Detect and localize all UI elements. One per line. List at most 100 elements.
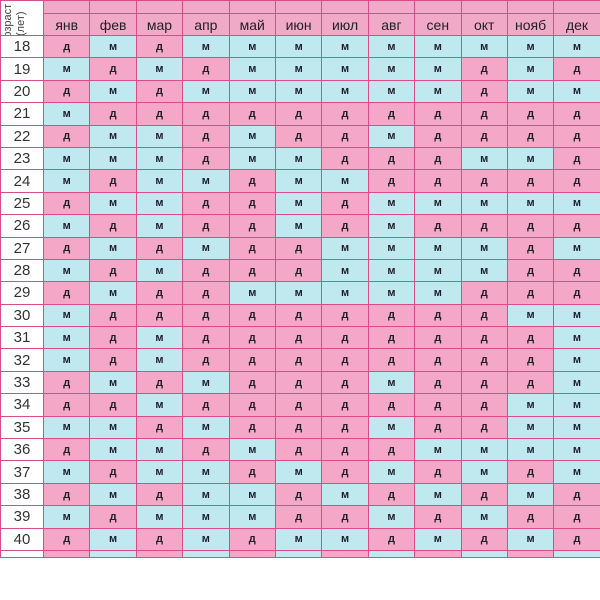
month-header: янв <box>42 13 91 36</box>
age-row: 36 д м м д м д д д м м м м <box>0 438 600 462</box>
gender-cell: м <box>42 57 91 81</box>
gender-cell: м <box>321 236 369 260</box>
gender-cell: м <box>228 146 276 171</box>
gender-cell: д <box>182 214 230 238</box>
gender-cell: д <box>414 393 462 417</box>
gender-cell: м <box>274 146 323 171</box>
gender-cell: д <box>460 326 508 350</box>
gender-cell: м <box>42 303 91 328</box>
gender-cell: д <box>321 124 369 148</box>
month-header: апр <box>182 13 230 36</box>
gender-cell: д <box>42 281 91 305</box>
gender-cell: м <box>182 79 230 104</box>
gender-cell: м <box>553 326 600 350</box>
gender-cell: м <box>135 348 184 372</box>
gender-cell: д <box>182 281 230 305</box>
age-cell: 39 <box>0 505 44 529</box>
gender-cell: м <box>135 460 184 484</box>
gender-cell: м <box>460 236 508 260</box>
gender-cell: д <box>321 460 369 484</box>
age-row: 34 д д м д д д д д д д м м <box>0 393 600 417</box>
gender-cell: д <box>506 460 555 484</box>
gender-cell: м <box>553 191 600 216</box>
gender-cell: м <box>135 124 184 148</box>
gender-cell: м <box>135 505 184 529</box>
gender-cell: м <box>274 527 323 551</box>
month-header: июл <box>321 13 369 36</box>
gender-cell: д <box>182 258 230 283</box>
gender-cell: д <box>321 438 369 462</box>
gender-cell: м <box>414 527 462 551</box>
gender-cell: м <box>89 482 137 507</box>
gender-cell: д <box>228 527 276 551</box>
gender-cell: д <box>553 281 600 305</box>
age-cell: 40 <box>0 527 44 551</box>
gender-cell: д <box>414 102 462 126</box>
age-cell: 25 <box>0 191 44 216</box>
gender-cell: д <box>414 460 462 484</box>
gender-cell: м <box>460 438 508 462</box>
age-row: 32 м д м д д д д д д д д м <box>0 348 600 372</box>
gender-cell: д <box>414 370 462 395</box>
gender-cell: д <box>414 348 462 372</box>
age-cell: 19 <box>0 57 44 81</box>
gender-cell: д <box>89 460 137 484</box>
gender-cell: м <box>274 57 323 81</box>
gender-cell: д <box>42 79 91 104</box>
gender-cell: д <box>182 393 230 417</box>
gender-cell: д <box>135 102 184 126</box>
gender-cell: д <box>367 348 416 372</box>
gender-cell: д <box>367 527 416 551</box>
gender-cell: м <box>182 482 230 507</box>
gender-cell: д <box>274 258 323 283</box>
gender-cell: д <box>135 370 184 395</box>
chart-table: Возраст (лет) янв фев мар апр май июн июл авг се… <box>0 0 600 558</box>
gender-cell: м <box>553 79 600 104</box>
gender-cell: м <box>135 438 184 462</box>
age-row: 22 д м м д м д д м д д д д <box>0 124 600 148</box>
age-row: 30 м д д д д д д д д д м м <box>0 303 600 328</box>
gender-cell: д <box>89 393 137 417</box>
month-header: июн <box>274 13 323 36</box>
gender-cell: м <box>321 258 369 283</box>
gender-cell: м <box>414 57 462 81</box>
gender-cell: д <box>228 102 276 126</box>
gender-cell: д <box>460 124 508 148</box>
gender-cell: м <box>414 79 462 104</box>
gender-cell: м <box>321 57 369 81</box>
age-row: 33 д м д м д д д м д д д м <box>0 370 600 395</box>
gender-cell: д <box>367 303 416 328</box>
gender-cell: д <box>553 124 600 148</box>
age-cell: 24 <box>0 169 44 193</box>
gender-cell: м <box>89 438 137 462</box>
gender-cell: м <box>42 169 91 193</box>
month-header: мар <box>135 13 184 36</box>
gender-cell: м <box>414 281 462 305</box>
gender-cell: м <box>89 527 137 551</box>
gender-cell: м <box>42 326 91 350</box>
gender-cell: д <box>460 370 508 395</box>
gender-cell: д <box>553 258 600 283</box>
gender-cell: д <box>553 169 600 193</box>
gender-cell: м <box>367 191 416 216</box>
gender-cell: д <box>414 415 462 440</box>
gender-cell: д <box>182 146 230 171</box>
gender-cell: д <box>228 169 276 193</box>
gender-cell: м <box>367 370 416 395</box>
age-cell: 38 <box>0 482 44 507</box>
gender-cell: м <box>228 438 276 462</box>
gender-cell: д <box>274 326 323 350</box>
gender-cell: д <box>321 505 369 529</box>
gender-cell: м <box>182 527 230 551</box>
gender-cell: м <box>414 236 462 260</box>
gender-cell: м <box>135 146 184 171</box>
gender-cell: м <box>367 281 416 305</box>
age-cell: 34 <box>0 393 44 417</box>
gender-cell: д <box>506 326 555 350</box>
age-row: 18 д м д м м м м м м м м м <box>0 34 600 59</box>
gender-cell: д <box>228 415 276 440</box>
gender-cell: д <box>367 393 416 417</box>
age-cell: 18 <box>0 34 44 59</box>
age-cell: 32 <box>0 348 44 372</box>
age-row: 39 м д м м м д д м д м д д <box>0 505 600 529</box>
